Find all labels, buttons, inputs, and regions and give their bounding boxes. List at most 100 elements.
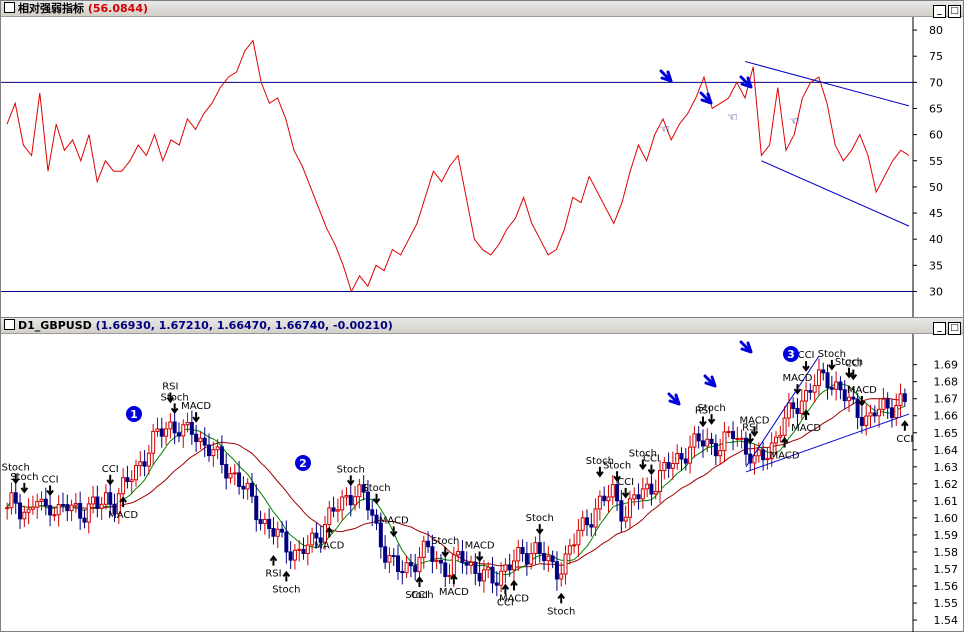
up-arrow-icon (510, 579, 518, 591)
y-tick-label: 1.62 (934, 478, 959, 491)
candle-body (121, 477, 126, 495)
signal-label: CCI (411, 590, 428, 601)
signal-label: MACD (791, 423, 821, 434)
rising-trend-line (745, 355, 820, 468)
y-tick-label: 40 (929, 233, 943, 246)
signal-label: MACD (782, 373, 812, 384)
maximize-button[interactable]: □ (948, 322, 961, 335)
signal-label: MACD (181, 401, 211, 412)
candle-body (602, 495, 607, 502)
candle-body (460, 551, 465, 563)
candle-body (198, 437, 203, 443)
y-tick-label: 75 (929, 50, 943, 63)
window-menu-icon[interactable] (4, 2, 15, 13)
candle-body (361, 484, 366, 493)
up-arrow-icon (282, 570, 291, 582)
candle-body (636, 494, 641, 500)
rsi-window[interactable]: 相对强弱指标 (56.0844) _ □ 30 35 40 45 50 55 60 65 70 75… (0, 0, 964, 318)
candle-body (554, 561, 559, 580)
signal-label: Stoch (10, 472, 38, 483)
price-titlebar[interactable]: D1_GBPUSD (1.66930, 1.67210, 1.66470, 1.… (1, 318, 963, 335)
candle-body (499, 570, 504, 586)
candle-body (615, 484, 620, 502)
signal-label: Stoch (818, 349, 846, 360)
y-tick-label: 80 (929, 24, 943, 37)
candle-body (709, 438, 714, 445)
signal-label: MACD (379, 516, 409, 527)
candle-body (185, 422, 190, 426)
numbered-marker-label: 3 (787, 348, 795, 361)
price-chart[interactable]: 1.54 1.55 1.56 1.57 1.58 1.59 1.60 1.61 1.62 1.63… (1, 334, 963, 632)
rsi-title: 相对强弱指标 (18, 2, 84, 15)
candle-body (529, 553, 534, 565)
candle-body (503, 564, 508, 572)
signal-label: CCI (845, 359, 862, 370)
down-arrow-icon (639, 459, 647, 471)
signal-label: Stoch (547, 606, 575, 617)
candle-body (434, 559, 439, 562)
y-tick-label: 55 (929, 155, 943, 168)
candle-body (511, 560, 516, 571)
window-menu-icon[interactable] (4, 319, 15, 330)
y-tick-label: 65 (929, 102, 943, 115)
candle-body (292, 549, 297, 561)
maximize-button[interactable]: □ (948, 5, 961, 18)
hand-pointer-icon: ☜ (727, 110, 738, 124)
blue-arrow-icon (699, 91, 713, 105)
candle-body (258, 519, 263, 525)
candle-body (138, 461, 143, 467)
candle-body (537, 542, 542, 555)
candle-body (202, 437, 207, 446)
signal-label: Stoch (586, 456, 614, 467)
rsi-titlebar[interactable]: 相对强弱指标 (56.0844) _ □ (1, 1, 963, 18)
price-window-buttons: _ □ (931, 319, 961, 335)
y-tick-label: 1.61 (934, 495, 959, 508)
down-arrow-icon (372, 493, 381, 505)
candle-body (35, 500, 40, 508)
y-tick-label: 45 (929, 207, 943, 220)
candle-body (795, 407, 800, 414)
price-window[interactable]: D1_GBPUSD (1.66930, 1.67210, 1.66470, 1.… (0, 317, 964, 632)
candle-body (889, 407, 894, 419)
rsi-chart[interactable]: 30 35 40 45 50 55 60 65 70 75 80 ☜ ☜ ☜ (1, 17, 963, 317)
candle-body (353, 496, 358, 506)
up-arrow-icon (325, 526, 334, 538)
signal-label: Stoch (161, 392, 189, 403)
candle-body (550, 555, 555, 563)
candle-body (756, 449, 761, 457)
candle-body (327, 507, 332, 526)
candle-body (507, 564, 512, 571)
signal-label: MACD (499, 593, 529, 604)
signal-label: Stoch (835, 357, 863, 368)
candle-body (125, 477, 130, 483)
candle-body (82, 517, 87, 523)
candle-body (761, 449, 766, 461)
candle-body (872, 412, 877, 417)
candle-body (357, 484, 362, 498)
minimize-button[interactable]: _ (933, 322, 946, 335)
candle-body (804, 390, 809, 402)
candle-body (640, 488, 645, 500)
candle-body (692, 433, 697, 448)
signal-label: CCI (617, 477, 634, 488)
candle-body (400, 571, 405, 574)
candle-body (232, 472, 237, 475)
rsi-current-value: (56.0844) (87, 2, 148, 15)
signal-label: RSI (742, 422, 758, 433)
y-tick-label: 1.54 (934, 614, 959, 627)
candle-body (473, 561, 478, 574)
blue-arrow-icon (667, 392, 681, 406)
down-arrow-icon (746, 433, 755, 445)
candle-body (215, 446, 220, 451)
signal-label: MACD (108, 510, 138, 521)
minimize-button[interactable]: _ (933, 5, 946, 18)
signal-label: CCI (497, 597, 514, 608)
candle-body (658, 470, 663, 492)
candle-body (726, 431, 731, 434)
candle-body (99, 503, 104, 509)
candle-body (151, 430, 156, 454)
candle-body (868, 412, 873, 417)
candle-body (576, 529, 581, 546)
down-arrow-icon (699, 416, 707, 428)
y-tick-label: 1.69 (934, 359, 959, 372)
